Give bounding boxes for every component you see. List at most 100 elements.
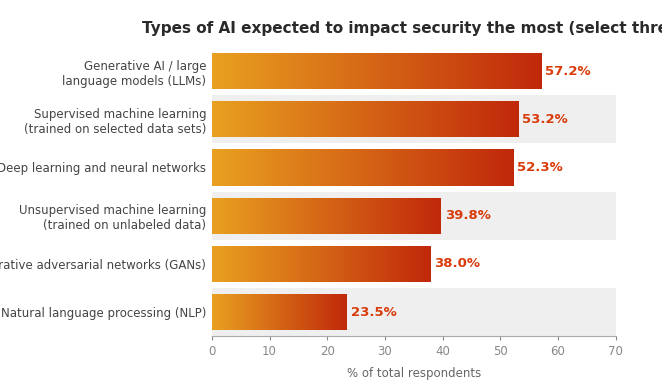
Bar — [381, 246, 382, 282]
Bar — [426, 149, 427, 186]
Bar — [429, 197, 430, 234]
Bar — [305, 149, 307, 186]
Bar — [381, 149, 382, 186]
Bar — [383, 101, 384, 137]
Bar — [375, 101, 377, 137]
Bar — [329, 197, 330, 234]
Bar — [353, 246, 354, 282]
Bar — [405, 101, 406, 137]
Bar — [314, 101, 315, 137]
Bar — [278, 101, 279, 137]
Bar — [326, 101, 328, 137]
Bar — [496, 149, 497, 186]
Bar — [398, 53, 399, 89]
Bar — [490, 53, 491, 89]
Bar — [307, 197, 308, 234]
Bar — [265, 149, 266, 186]
Bar — [412, 197, 413, 234]
Bar — [390, 149, 391, 186]
Bar — [333, 197, 334, 234]
Bar — [284, 149, 285, 186]
Bar — [311, 197, 312, 234]
Bar — [328, 197, 329, 234]
Bar — [395, 101, 396, 137]
Bar — [519, 53, 520, 89]
Bar — [245, 246, 246, 282]
Bar — [305, 53, 307, 89]
Bar — [225, 53, 226, 89]
Bar — [452, 149, 453, 186]
Bar — [422, 197, 423, 234]
Bar — [393, 101, 394, 137]
Bar — [476, 101, 477, 137]
Bar — [257, 101, 258, 137]
Bar — [294, 246, 295, 282]
Bar — [334, 149, 336, 186]
Bar — [425, 53, 426, 89]
Bar — [442, 53, 443, 89]
Bar — [500, 53, 501, 89]
Bar — [299, 101, 300, 137]
Bar — [366, 101, 367, 137]
Bar — [404, 101, 405, 137]
Bar — [468, 149, 469, 186]
Bar — [248, 149, 249, 186]
Bar — [489, 53, 490, 89]
Bar — [465, 101, 467, 137]
Bar — [238, 53, 240, 89]
Bar — [316, 246, 317, 282]
Bar — [241, 246, 242, 282]
Bar — [421, 246, 422, 282]
Bar — [379, 149, 380, 186]
Bar — [403, 246, 404, 282]
Bar — [324, 246, 325, 282]
Bar — [424, 246, 425, 282]
Bar — [354, 197, 355, 234]
Bar — [397, 53, 398, 89]
Bar — [401, 246, 402, 282]
Bar — [511, 53, 512, 89]
Bar — [420, 101, 422, 137]
X-axis label: % of total respondents: % of total respondents — [347, 367, 481, 380]
Bar — [510, 53, 511, 89]
Bar — [236, 101, 238, 137]
Bar — [279, 101, 281, 137]
Bar — [458, 149, 459, 186]
Bar — [467, 53, 468, 89]
Bar — [475, 53, 476, 89]
Bar — [386, 149, 387, 186]
Bar — [357, 101, 358, 137]
Bar — [315, 197, 316, 234]
Bar — [348, 197, 349, 234]
Bar — [440, 149, 441, 186]
Bar — [496, 101, 497, 137]
Bar — [233, 197, 234, 234]
Bar — [230, 149, 231, 186]
Bar — [213, 101, 214, 137]
Bar — [509, 53, 510, 89]
Bar — [400, 149, 401, 186]
Bar — [239, 149, 240, 186]
Bar — [399, 53, 400, 89]
Bar — [373, 149, 374, 186]
Bar — [248, 101, 249, 137]
Bar — [256, 197, 257, 234]
Bar — [326, 246, 327, 282]
Bar — [444, 53, 445, 89]
Bar — [463, 101, 465, 137]
Bar — [253, 246, 254, 282]
Bar — [427, 149, 428, 186]
Bar — [215, 53, 216, 89]
Bar — [491, 53, 493, 89]
Bar — [397, 197, 398, 234]
Bar — [293, 246, 294, 282]
Bar — [312, 53, 313, 89]
Bar — [282, 149, 283, 186]
Bar — [423, 246, 424, 282]
Bar — [311, 149, 312, 186]
Bar — [530, 53, 531, 89]
Bar — [223, 197, 224, 234]
Bar — [432, 53, 433, 89]
Bar — [370, 53, 371, 89]
Bar — [346, 246, 347, 282]
